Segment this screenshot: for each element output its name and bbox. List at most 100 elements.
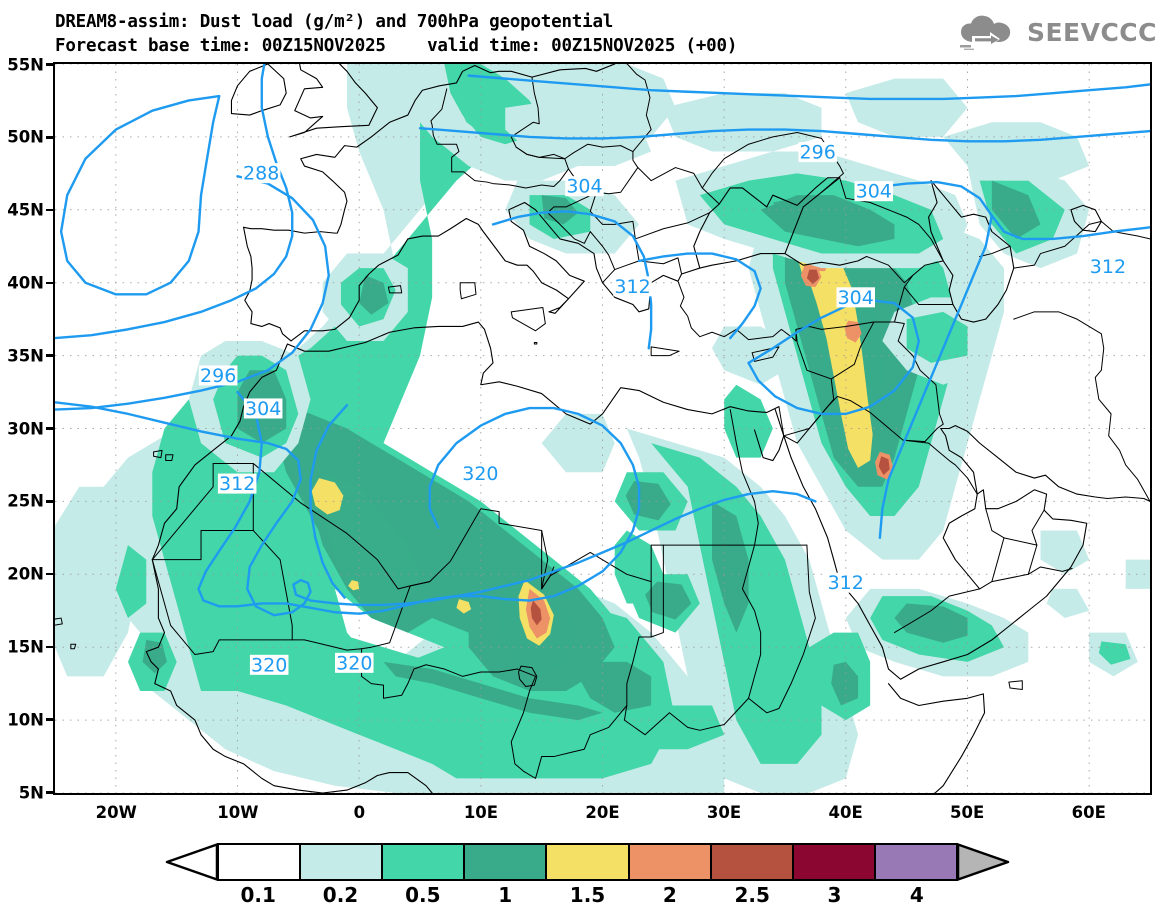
contour-value-label: 304: [565, 176, 604, 198]
colorbar-cell: [875, 845, 956, 879]
coastline-path: [55, 617, 63, 626]
coastline-path: [638, 257, 683, 275]
coastline-path: [151, 462, 254, 561]
coastline-path: [70, 643, 77, 650]
coastline-path: [650, 544, 664, 638]
x-axis-tick-label: 60E: [1071, 803, 1106, 822]
geopotential-contour: [55, 175, 330, 411]
dust-contour-band: [142, 639, 167, 674]
colorbar-tick-label: 2: [662, 883, 677, 907]
coastline-path: [361, 581, 431, 650]
y-axis-tick: [46, 718, 54, 721]
colorbar-cell: [629, 845, 712, 879]
dust-contour-band: [878, 456, 890, 476]
x-axis-tick-label: 20E: [585, 803, 620, 822]
coastline-path: [637, 167, 720, 205]
y-axis-tick-label: 45N: [7, 200, 44, 220]
coastline-path: [212, 462, 555, 590]
y-axis-tick: [46, 281, 54, 285]
coastline-path: [1013, 220, 1102, 269]
contour-value-label: 320: [335, 652, 374, 674]
colorbar-tick-label: 0.5: [405, 883, 441, 907]
svg-text:320: 320: [462, 463, 498, 485]
colorbar-tick-label: 1: [498, 883, 513, 907]
y-axis-tick-label: 40N: [7, 273, 44, 293]
coastline-path: [510, 307, 546, 332]
contour-value-label: 288: [241, 163, 281, 185]
x-axis-tick-label: 10E: [463, 803, 499, 822]
coastline-path: [510, 668, 628, 779]
coastline-path: [783, 395, 944, 444]
colorbar: 0.1 0.2 0.5 1 1.5 2 2.5 3 4: [165, 843, 1010, 907]
dust-contour-band: [806, 269, 820, 285]
coastline-path: [866, 255, 914, 284]
colorbar-low-arrow: [165, 843, 219, 881]
x-axis-tick-label: 40E: [828, 803, 863, 822]
coastline-path: [677, 280, 797, 342]
x-axis-tick-label: 0: [353, 803, 366, 822]
dust-contour-band: [803, 247, 873, 468]
coastline-path: [887, 683, 986, 793]
y-axis-tick-label: 30N: [7, 419, 44, 438]
y-axis-tick-label: 15N: [7, 637, 44, 657]
coastline-path: [979, 245, 1011, 257]
coastline-path: [589, 191, 640, 284]
figure-title-block: DREAM8-assim: Dust load (g/m²) and 700hP…: [55, 10, 737, 58]
coastline-path: [151, 530, 293, 656]
colorbar-cell: [301, 845, 384, 879]
y-axis-tick-label: 5N: [18, 783, 44, 802]
coastline-path: [243, 64, 616, 234]
y-axis-tick: [46, 791, 54, 794]
dust-contour-band: [383, 661, 603, 721]
svg-text:304: 304: [856, 181, 892, 203]
dust-contour-band: [736, 340, 777, 371]
y-axis-tick: [46, 572, 54, 576]
x-axis-tick-label: 20W: [95, 803, 137, 822]
y-axis-tick-label: 25N: [7, 491, 44, 511]
dust-contour-band: [152, 64, 676, 779]
dust-contour-band: [712, 501, 749, 633]
dust-contour-band: [645, 581, 692, 620]
contour-value-label: 312: [613, 276, 652, 298]
colorbar-cell: [793, 845, 876, 879]
colorbar-tick-label: 3: [827, 883, 842, 907]
colorbar-tick-labels: 0.1 0.2 0.5 1 1.5 2 2.5 3 4: [165, 881, 1010, 907]
contour-value-label: 296: [198, 365, 238, 387]
svg-text:304: 304: [838, 287, 874, 309]
coastline-path: [623, 544, 816, 736]
coastline-path: [991, 537, 1038, 583]
title-line-2: Forecast base time: 00Z15NOV2025 valid t…: [55, 36, 738, 56]
geopotential-contour: [491, 210, 653, 350]
coastline-path: [701, 131, 844, 193]
dust-contour-band: [1040, 530, 1090, 575]
dust-contour-band: [456, 78, 500, 133]
x-axis-tick-label: 50E: [950, 803, 985, 822]
seevccc-logo: SEEVCCC: [958, 14, 1157, 50]
dust-load-shading: [55, 64, 1150, 793]
contour-labels: 288 296 304 312 320 320 320 296 304 304 312 304 312 3…: [198, 142, 1128, 676]
geopotential-contour: [418, 126, 1150, 143]
contour-value-label: 304: [243, 398, 283, 420]
y-axis-tick: [46, 208, 54, 212]
geopotential-contour: [309, 403, 349, 599]
contour-value-label: 312: [826, 572, 865, 594]
coastline-path: [230, 64, 287, 116]
svg-text:304: 304: [566, 176, 602, 198]
dust-contour-band: [911, 610, 956, 635]
coastline-path: [928, 180, 1015, 323]
svg-text:304: 304: [245, 398, 281, 420]
contour-value-label: 320: [249, 654, 289, 676]
geopotential-contours: [55, 64, 1150, 617]
y-axis-tick-label: 50N: [7, 127, 44, 147]
coastline-path: [902, 439, 978, 495]
dust-contour-band: [602, 669, 644, 702]
colorbar-cell: [711, 845, 794, 879]
geopotential-contour: [868, 180, 1150, 241]
colorbar-tick-label: 4: [909, 883, 924, 907]
geopotential-contour: [637, 252, 762, 340]
colorbar-cell: [383, 845, 466, 879]
coastline-path: [151, 321, 780, 561]
coastline-path: [387, 285, 403, 294]
x-axis-tick-label: 30E: [706, 803, 742, 822]
logo-label: SEEVCCC: [1026, 17, 1157, 47]
